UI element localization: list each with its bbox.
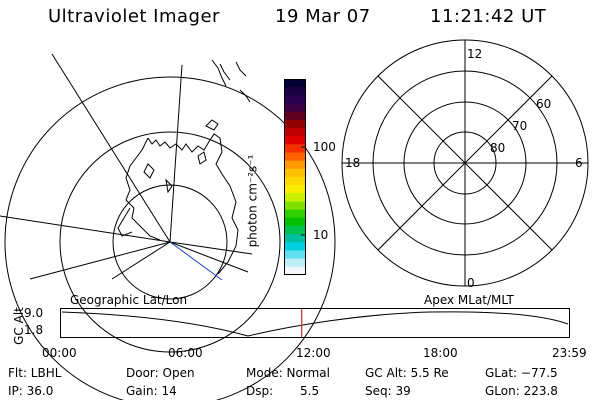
colorbar-cell: [284, 258, 306, 268]
geographic-map: [0, 53, 336, 400]
colorbar-cell: [284, 87, 306, 96]
colorbar-cell: [284, 152, 306, 162]
ip-readout: IP: 36.0: [8, 384, 54, 398]
seq-readout: Seq: 39: [365, 384, 411, 398]
colorbar-cell: [284, 168, 306, 178]
color-scale-bar: [284, 79, 306, 276]
geographic-coords-label: Geographic Lat/Lon: [70, 293, 188, 307]
time-tick-0000: 00:00: [42, 346, 77, 360]
colorbar-cell: [284, 201, 306, 211]
glon-readout: GLon: 223.8: [485, 384, 558, 398]
colorbar-cell: [284, 193, 306, 202]
altitude-tick-1.8: 1.8: [24, 323, 44, 337]
colorbar-tick-100: 100: [313, 140, 336, 154]
apex-coords-label: Apex MLat/MLT: [424, 293, 514, 307]
time-tick-1200: 12:00: [296, 346, 331, 360]
colorbar-cell: [284, 266, 306, 276]
colorbar-cell: [284, 79, 306, 88]
colorbar-cell: [284, 242, 306, 251]
altitude-tick-9: 9.0: [24, 306, 44, 320]
colorbar-cell: [284, 234, 306, 243]
mlt-label-18: 18: [345, 156, 361, 170]
colorbar-cell: [284, 226, 306, 235]
colorbar-cell: [284, 103, 306, 113]
lat-label-80: 80: [490, 141, 506, 155]
gc-altitude-readout: GC Alt: 5.5 Re: [365, 366, 449, 380]
coastline-outline: [117, 59, 251, 275]
colorbar-cell: [284, 144, 306, 153]
lat-label-60: 60: [536, 97, 552, 111]
glat-readout: GLat: −77.5: [485, 366, 558, 380]
filter-readout: Flt: LBHL: [8, 366, 62, 380]
colorbar-cell: [284, 160, 306, 170]
colorbar-cell: [284, 185, 306, 194]
door-readout: Door: Open: [126, 366, 195, 380]
colorbar-cell: [284, 136, 306, 145]
colorbar-cell: [284, 250, 306, 260]
dsp-label: Dsp:: [246, 384, 274, 398]
colorbar-cell: [284, 111, 306, 121]
gain-readout: Gain: 14: [126, 384, 177, 398]
mlt-label-12: 12: [467, 47, 483, 61]
time-label: 11:21:42 UT: [430, 6, 547, 27]
instrument-title: Ultraviolet Imager: [48, 6, 220, 27]
colorbar-tick-10: 10: [313, 228, 329, 242]
time-tick-0600: 06:00: [168, 346, 203, 360]
colorbar-cell: [284, 119, 306, 129]
mlt-label-6: 6: [575, 156, 583, 170]
colorbar-cell: [284, 209, 306, 219]
lat-label-70: 70: [512, 119, 528, 133]
mlt-label-0: 0: [467, 276, 475, 290]
time-tick-2359: 23:59: [552, 346, 587, 360]
colorbar-cell: [284, 217, 306, 227]
orbit-altitude-plot: [60, 308, 570, 338]
colorbar-cell: [284, 177, 306, 186]
magnetic-polar-plot: [341, 39, 589, 287]
colorbar-cell: [284, 95, 306, 104]
mode-readout: Mode: Normal: [246, 366, 330, 380]
colorbar-unit-label: photon cm⁻²s⁻¹: [245, 154, 260, 248]
colorbar-cell: [284, 128, 306, 137]
time-tick-1800: 18:00: [423, 346, 458, 360]
date-label: 19 Mar 07: [275, 6, 371, 27]
dsp-value: 5.5: [300, 384, 320, 398]
